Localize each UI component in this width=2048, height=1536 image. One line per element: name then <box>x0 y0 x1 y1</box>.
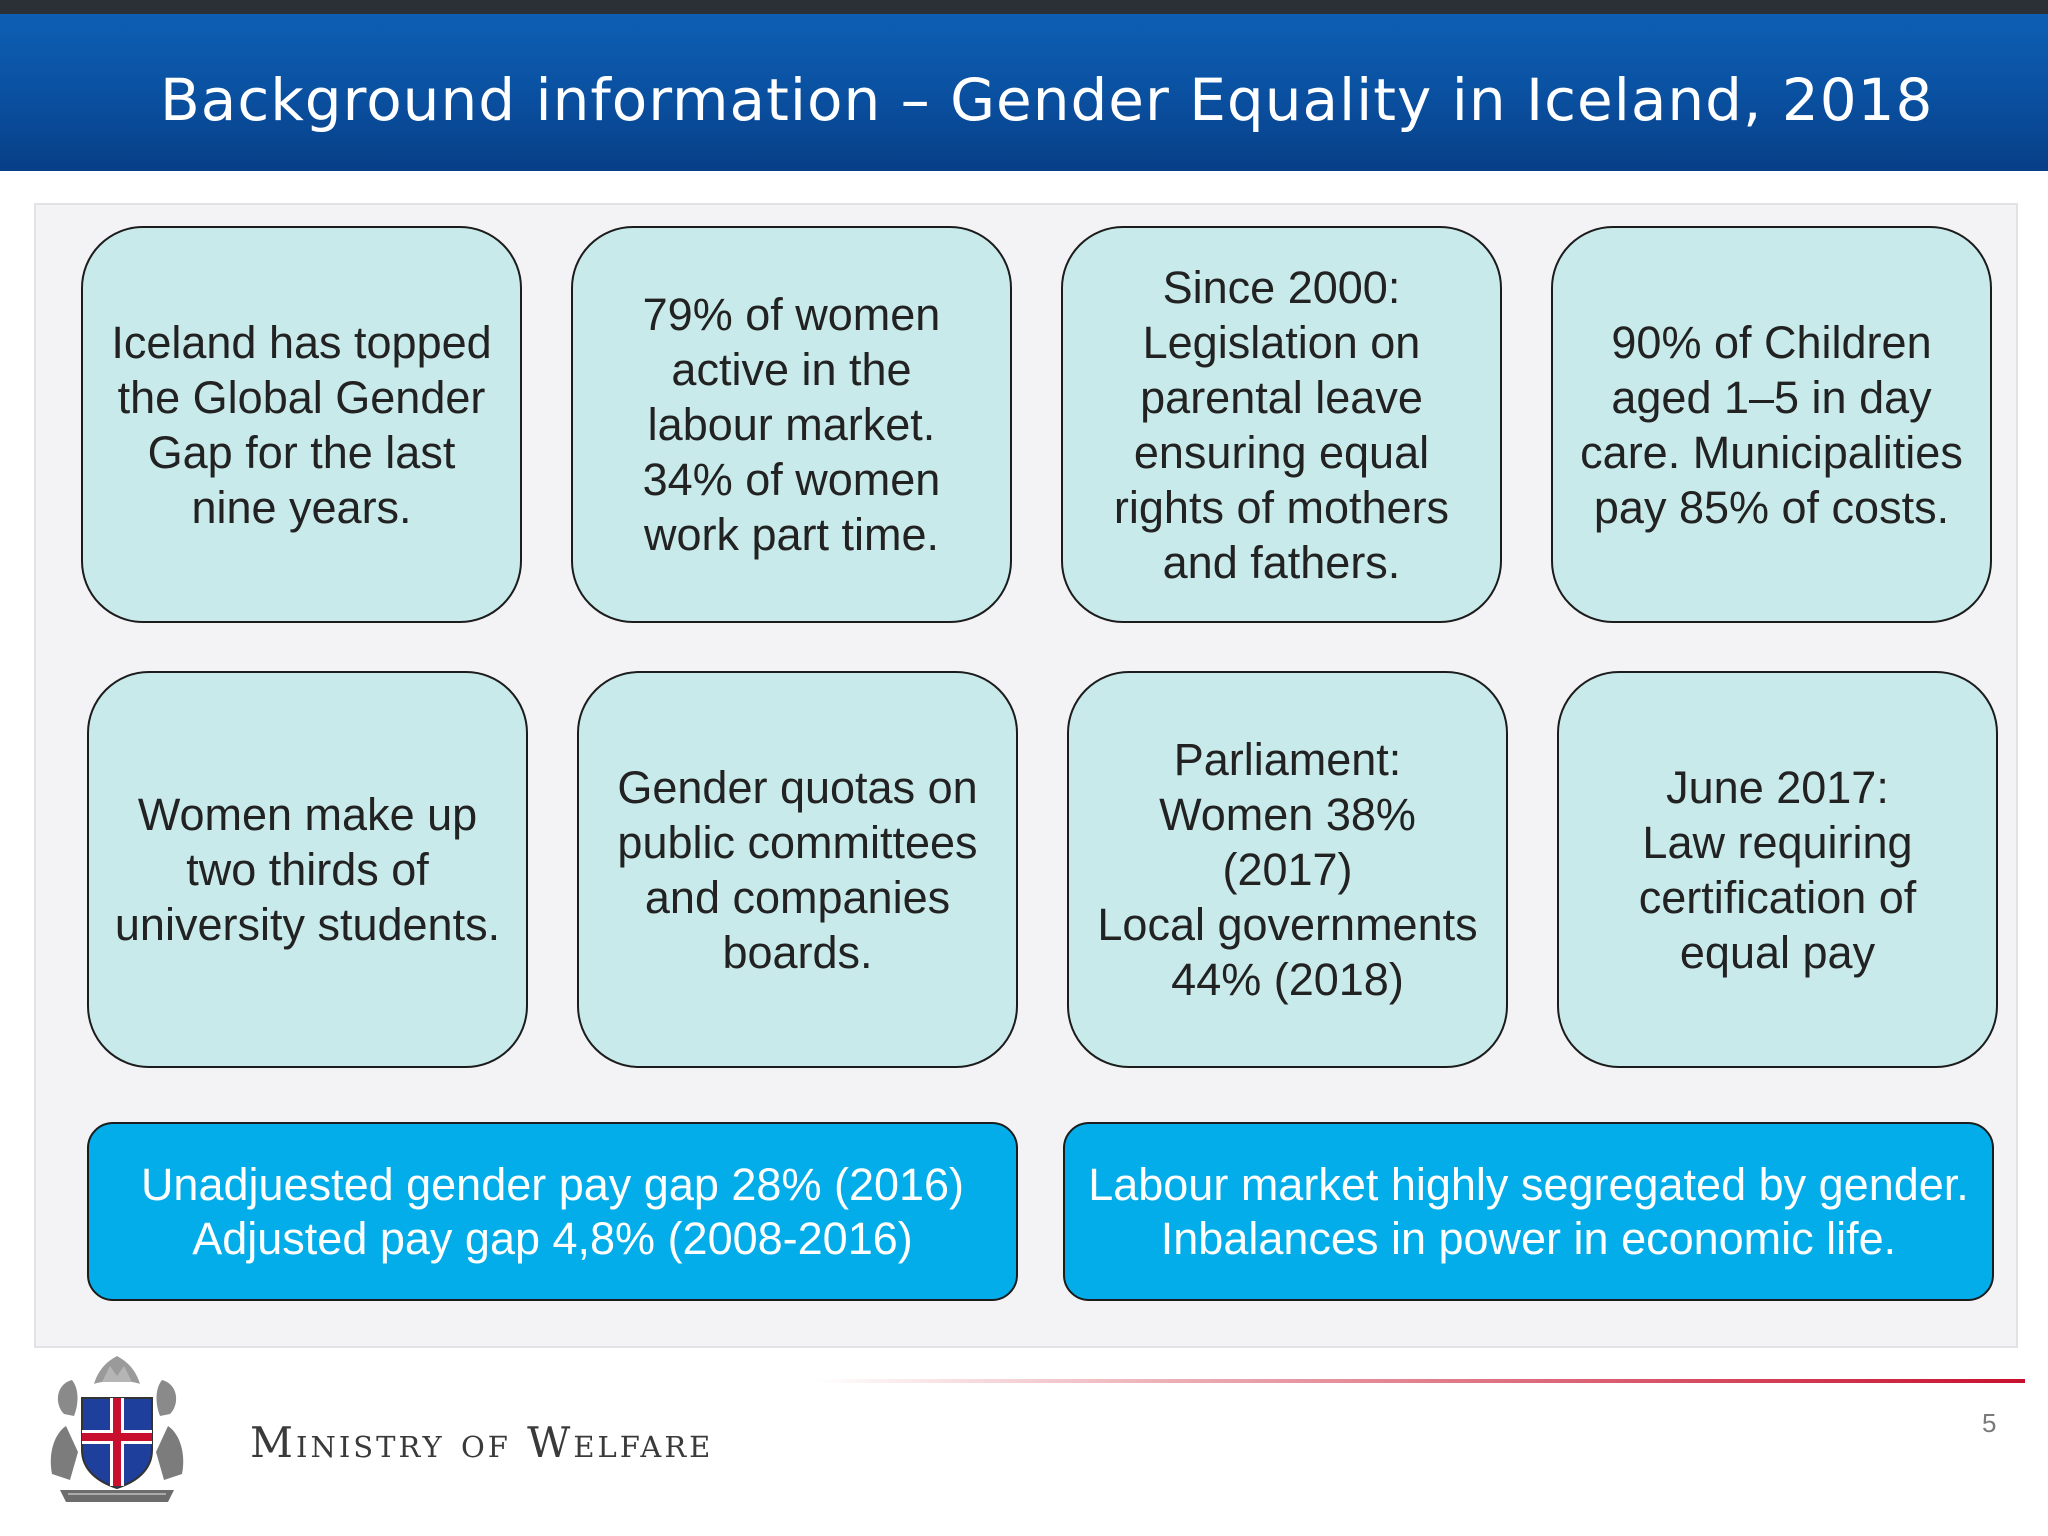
fact-box-text: 90% of Children aged 1–5 in day care. Mu… <box>1580 316 1963 533</box>
segregation-text: Labour market highly segregated by gende… <box>1088 1158 1969 1264</box>
coat-of-arms-icon <box>50 1356 184 1502</box>
ministry-name: Ministry of Welfare <box>250 1418 714 1467</box>
top-strip <box>0 0 2048 14</box>
fact-box-global-gender-gap: Iceland has topped the Global Gender Gap… <box>81 226 522 623</box>
fact-box-parental-leave: Since 2000: Legislation on parental leav… <box>1061 226 1502 623</box>
pay-gap-box: Unadjuested gender pay gap 28% (2016) Ad… <box>87 1122 1018 1301</box>
fact-box-equal-pay-law: June 2017: Law requiring certification o… <box>1557 671 1998 1068</box>
fact-box-text: Since 2000: Legislation on parental leav… <box>1113 261 1450 588</box>
segregation-box: Labour market highly segregated by gende… <box>1063 1122 1994 1301</box>
fact-box-text: Parliament: Women 38% (2017) Local gover… <box>1097 734 1478 1005</box>
fact-box-text: Iceland has topped the Global Gender Gap… <box>111 316 492 533</box>
fact-box-day-care: 90% of Children aged 1–5 in day care. Mu… <box>1551 226 1992 623</box>
pay-gap-text: Unadjuested gender pay gap 28% (2016) Ad… <box>140 1158 965 1264</box>
fact-box-text: 79% of women active in the labour market… <box>642 289 941 560</box>
header-bar: Background information – Gender Equality… <box>0 14 2048 171</box>
fact-box-university: Women make up two thirds of university s… <box>87 671 528 1068</box>
page-number: 5 <box>1982 1408 1997 1438</box>
fact-box-labour-market: 79% of women active in the labour market… <box>571 226 1012 623</box>
slide-title: Background information – Gender Equality… <box>160 66 1934 134</box>
fact-box-text: Women make up two thirds of university s… <box>114 789 501 950</box>
footer-accent-line <box>815 1379 2025 1383</box>
fact-box-text: Gender quotas on public committees and c… <box>617 761 978 978</box>
fact-box-parliament: Parliament: Women 38% (2017) Local gover… <box>1067 671 1508 1068</box>
fact-box-gender-quotas: Gender quotas on public committees and c… <box>577 671 1018 1068</box>
fact-box-text: June 2017: Law requiring certification o… <box>1638 761 1917 978</box>
